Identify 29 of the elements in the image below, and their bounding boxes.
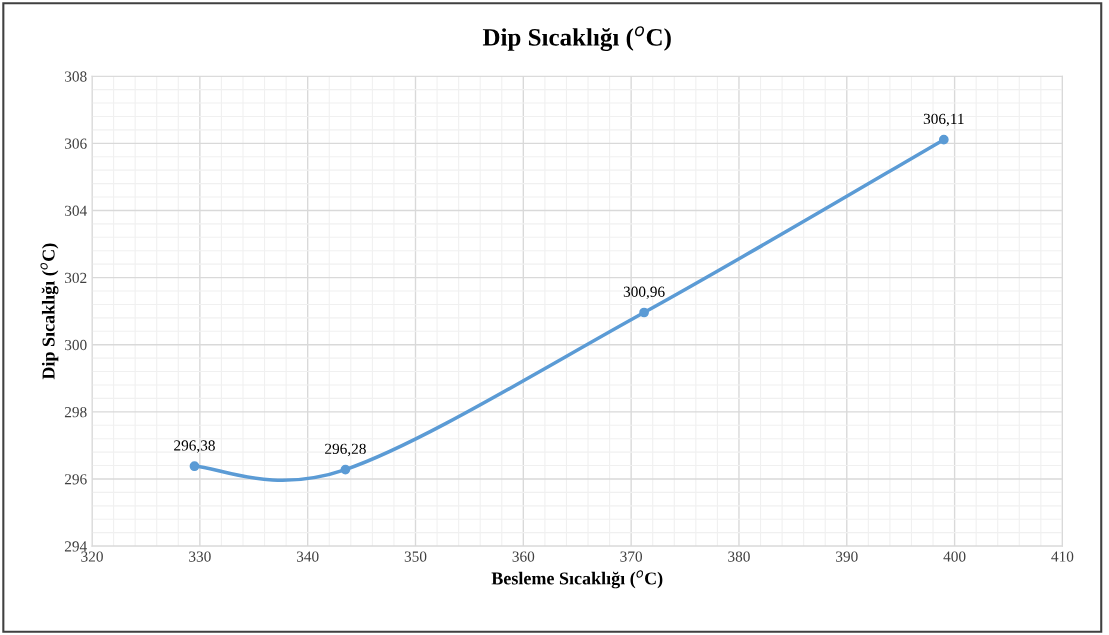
chart-title: Dip Sıcaklığı ($^{o}$C) bbox=[482, 26, 671, 52]
x-tick-label: 320 bbox=[81, 551, 103, 562]
y-tick-label: 300 bbox=[65, 339, 87, 351]
point bbox=[938, 134, 949, 145]
point bbox=[340, 464, 351, 475]
y-tick-label: 294 bbox=[64, 541, 87, 552]
y-tick-label: 306 bbox=[65, 138, 87, 149]
y-tick-label: 298 bbox=[64, 406, 87, 418]
point bbox=[189, 461, 200, 472]
data-label: 296,28 bbox=[325, 443, 366, 457]
x-tick-label: 360 bbox=[512, 551, 535, 562]
x-tick-label: 390 bbox=[836, 551, 858, 562]
point bbox=[639, 307, 649, 318]
x-axis-title: Besleme Sıcaklığı ($^{o}$C) bbox=[491, 570, 663, 589]
x-tick-label: 350 bbox=[404, 551, 427, 562]
x-tick-label: 400 bbox=[943, 551, 966, 562]
y-tick-label: 308 bbox=[65, 71, 87, 82]
data-label: 300,96 bbox=[623, 286, 665, 300]
y-tick-label: 302 bbox=[65, 272, 87, 284]
y-tick-label: 304 bbox=[65, 205, 87, 216]
x-tick-label: 410 bbox=[1051, 551, 1074, 562]
x-tick-label: 340 bbox=[296, 551, 319, 562]
x-tick-label: 370 bbox=[620, 551, 643, 562]
x-tick-label: 380 bbox=[728, 551, 750, 562]
data-label: 296,38 bbox=[174, 440, 215, 453]
y-axis-title: Dip Sıcaklığı ($^{o}$C) bbox=[40, 243, 59, 380]
y-tick-label: 296 bbox=[64, 474, 87, 485]
data-label: 306,11 bbox=[923, 113, 964, 127]
x-tick-label: 330 bbox=[189, 551, 211, 562]
